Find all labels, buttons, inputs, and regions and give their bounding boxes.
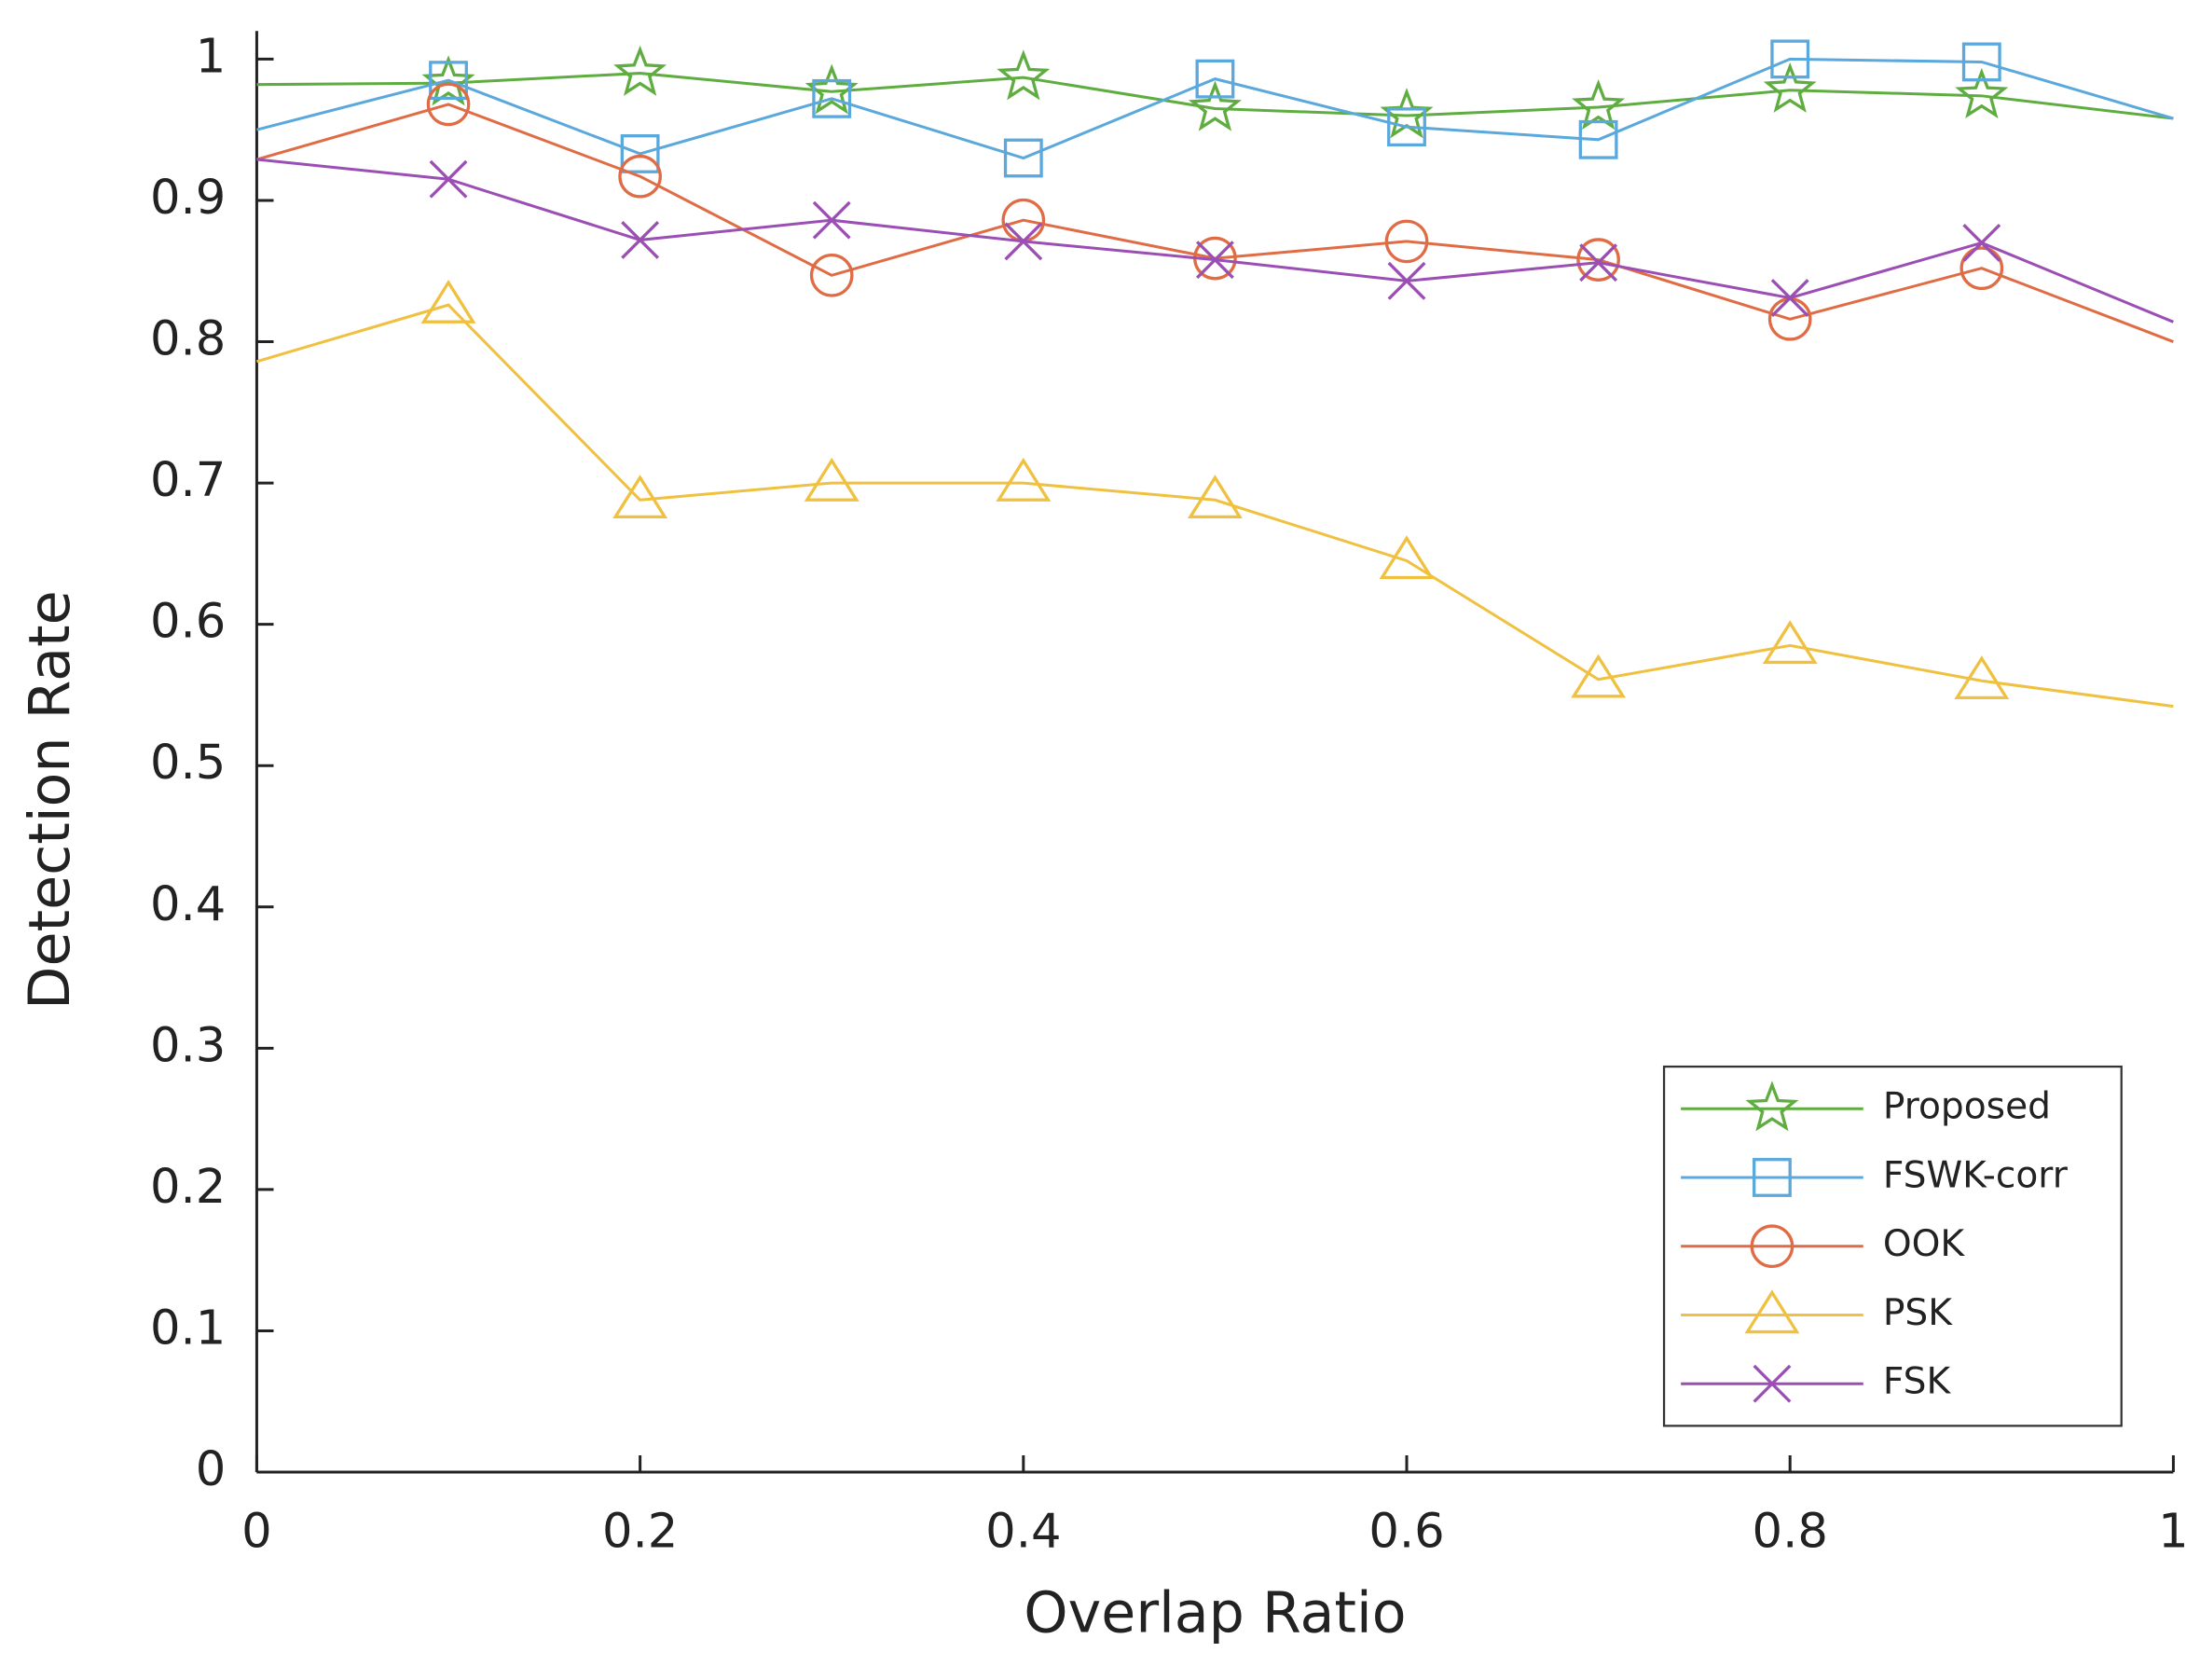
y-axis-title: Detection Rate: [18, 590, 83, 1010]
marker: [812, 78, 852, 118]
marker: [1384, 219, 1429, 264]
marker: [1579, 243, 1618, 282]
marker: [1576, 238, 1620, 282]
y-tick-label: 0.8: [150, 312, 226, 367]
legend-label: OOK: [1883, 1223, 1966, 1265]
marker: [1571, 654, 1627, 698]
y-tick-label: 0.5: [150, 736, 226, 791]
marker: [1753, 1158, 1792, 1197]
marker: [420, 279, 476, 324]
marker: [1961, 42, 2001, 82]
marker: [620, 134, 660, 173]
marker: [1188, 80, 1242, 131]
marker: [996, 457, 1052, 502]
x-tick-label: 0.8: [1753, 1504, 1828, 1559]
marker: [1962, 224, 2001, 262]
y-tick-label: 0.9: [150, 171, 226, 226]
marker: [812, 200, 851, 240]
legend-label: Proposed: [1883, 1086, 2051, 1128]
y-tick-label: 0.1: [150, 1301, 226, 1356]
marker: [1744, 1289, 1800, 1334]
x-tick-label: 0.2: [602, 1504, 678, 1559]
x-tick-label: 1: [2158, 1504, 2189, 1559]
x-axis-title: Overlap Ratio: [1024, 1581, 1406, 1646]
x-tick-label: 0: [241, 1504, 272, 1559]
marker: [1003, 138, 1043, 178]
marker: [1955, 67, 2009, 119]
marker: [1195, 241, 1234, 280]
marker: [1387, 261, 1426, 300]
marker: [1572, 78, 1626, 131]
y-tick-label: 0.3: [150, 1018, 226, 1073]
marker: [1954, 655, 2010, 700]
marker: [1763, 62, 1817, 113]
marker: [804, 457, 859, 502]
y-tick-label: 0.7: [150, 453, 226, 508]
marker: [1004, 222, 1043, 261]
marker: [1770, 39, 1810, 79]
line: [256, 158, 2174, 324]
y-tick-label: 0.6: [150, 595, 226, 650]
marker: [1379, 535, 1435, 580]
line: [256, 103, 2174, 343]
marker: [1745, 1081, 1799, 1132]
line: [256, 303, 2174, 709]
legend-label: FSWK-corr: [1883, 1154, 2069, 1196]
marker: [612, 475, 668, 519]
y-tick-label: 0.2: [150, 1160, 226, 1215]
marker: [429, 159, 468, 199]
marker: [809, 253, 854, 297]
marker: [1387, 107, 1426, 147]
marker: [426, 82, 471, 127]
marker: [429, 61, 468, 101]
marker: [621, 220, 660, 259]
legend-label: FSK: [1883, 1361, 1952, 1403]
line: [256, 72, 2174, 120]
x-tick-label: 0.4: [985, 1504, 1061, 1559]
marker: [1195, 59, 1235, 99]
marker: [613, 45, 667, 96]
x-tick-label: 0.6: [1368, 1504, 1444, 1559]
y-tick-label: 0: [196, 1442, 227, 1497]
legend-label: PSK: [1883, 1292, 1953, 1334]
y-tick-label: 1: [196, 29, 227, 84]
y-tick-label: 0.4: [150, 877, 226, 932]
marker: [1753, 1364, 1792, 1403]
marker: [997, 49, 1051, 101]
marker: [1762, 620, 1818, 665]
marker: [1770, 279, 1809, 317]
marker: [1187, 475, 1243, 519]
marker: [1750, 1224, 1794, 1269]
marker: [618, 154, 662, 199]
marker: [1578, 119, 1618, 159]
line: [256, 57, 2174, 160]
marker: [1959, 246, 2004, 291]
